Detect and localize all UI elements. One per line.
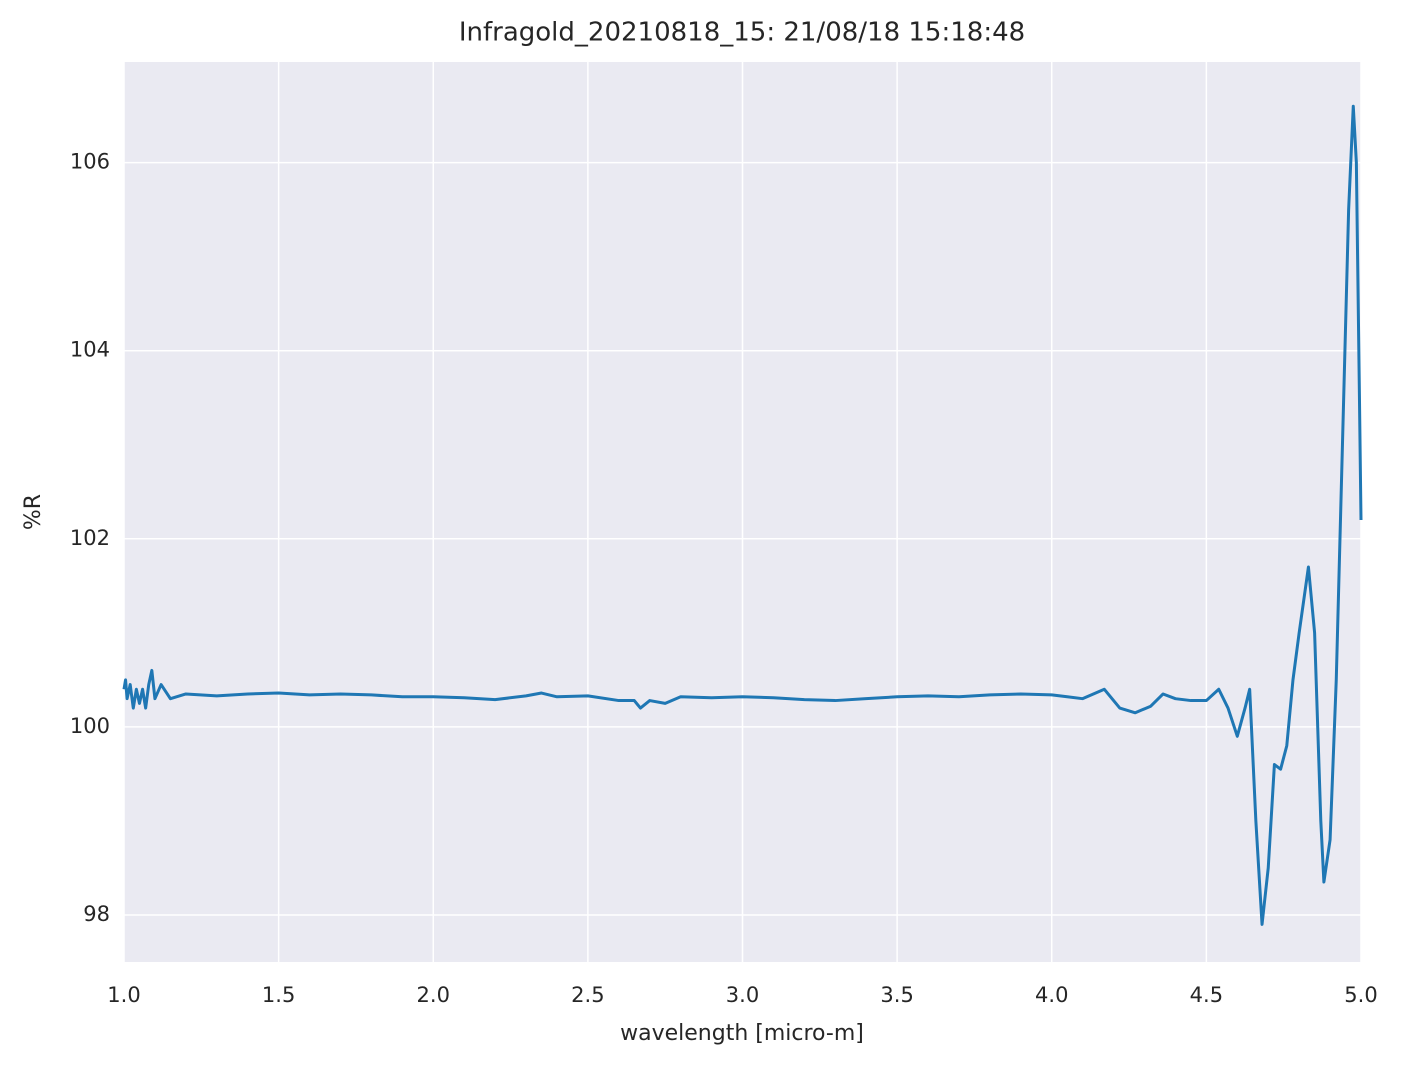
x-tick-label: 3.0 [726, 983, 759, 1007]
x-tick-label: 1.5 [262, 983, 295, 1007]
x-tick-label: 1.0 [107, 983, 140, 1007]
x-tick-label: 2.0 [417, 983, 450, 1007]
x-tick-label: 4.0 [1035, 983, 1068, 1007]
x-axis-label: wavelength [micro-m] [620, 1021, 864, 1046]
y-tick-label: 102 [70, 526, 110, 550]
y-tick-label: 106 [70, 150, 110, 174]
y-tick-label: 104 [70, 338, 110, 362]
chart-title: Infragold_20210818_15: 21/08/18 15:18:48 [459, 18, 1025, 48]
y-tick-label: 98 [83, 902, 110, 926]
x-tick-label: 2.5 [571, 983, 604, 1007]
x-tick-label: 5.0 [1344, 983, 1377, 1007]
y-axis-label: %R [21, 494, 46, 530]
data-line [122, 104, 1363, 926]
y-tick-label: 100 [70, 714, 110, 738]
x-tick-label: 4.5 [1190, 983, 1223, 1007]
x-tick-label: 3.5 [880, 983, 913, 1007]
